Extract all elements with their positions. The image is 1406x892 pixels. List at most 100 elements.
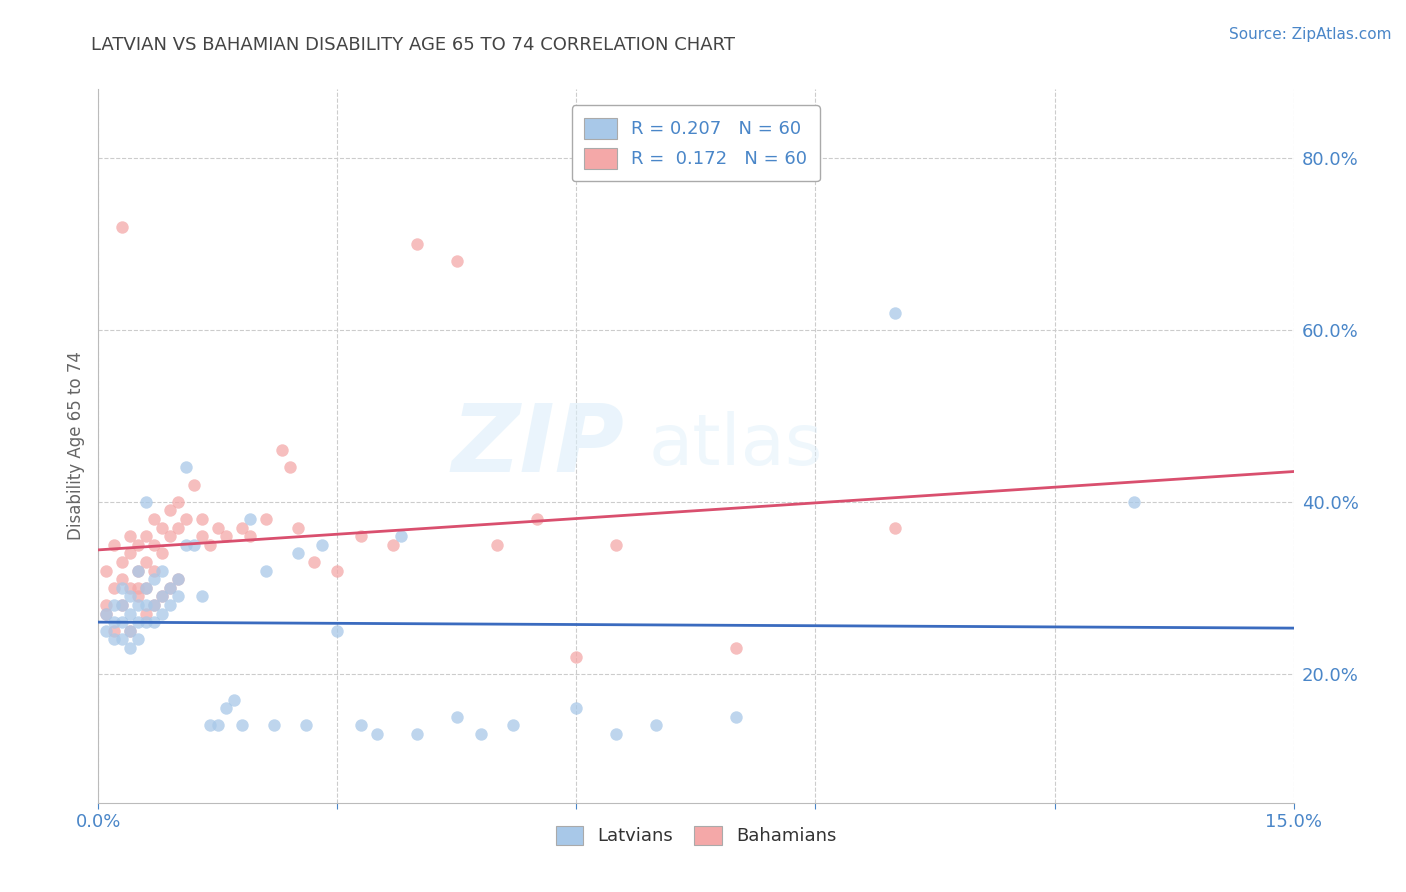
Point [254,564,277,578]
Point [174,460,197,475]
Point [382,538,405,552]
Point [111,632,134,647]
Point [191,590,214,604]
Point [150,521,173,535]
Point [167,572,190,586]
Point [263,718,285,732]
Point [159,529,181,543]
Point [96,598,118,612]
Point [446,254,468,268]
Point [239,529,262,543]
Point [526,512,548,526]
Point [150,590,173,604]
Point [143,572,166,586]
Y-axis label: Disability Age 65 to 74: Disability Age 65 to 74 [66,351,84,541]
Point [198,538,221,552]
Point [135,607,157,621]
Point [215,701,238,715]
Point [1123,495,1146,509]
Point [143,615,166,630]
Point [294,718,316,732]
Point [120,590,142,604]
Point [565,701,588,715]
Point [127,538,149,552]
Point [167,521,190,535]
Text: Source: ZipAtlas.com: Source: ZipAtlas.com [1229,27,1392,42]
Point [231,718,253,732]
Point [111,219,134,234]
Point [120,546,142,560]
Point [103,598,125,612]
Point [127,564,149,578]
Point [127,581,149,595]
Point [143,564,166,578]
Point [884,306,907,320]
Point [350,718,373,732]
Point [103,624,125,638]
Point [645,718,668,732]
Point [135,581,157,595]
Point [406,727,429,741]
Point [111,598,134,612]
Point [103,581,125,595]
Point [191,512,214,526]
Point [446,710,468,724]
Text: LATVIAN VS BAHAMIAN DISABILITY AGE 65 TO 74 CORRELATION CHART: LATVIAN VS BAHAMIAN DISABILITY AGE 65 TO… [91,36,735,54]
Point [135,581,157,595]
Point [406,236,429,251]
Point [350,529,373,543]
Point [174,512,197,526]
Point [135,529,157,543]
Legend: Latvians, Bahamians: Latvians, Bahamians [547,817,845,855]
Text: atlas: atlas [648,411,823,481]
Point [565,649,588,664]
Point [120,641,142,656]
Point [485,538,508,552]
Point [254,512,277,526]
Point [159,581,181,595]
Point [111,555,134,569]
Point [127,564,149,578]
Point [287,546,309,560]
Point [127,632,149,647]
Point [326,564,349,578]
Point [135,598,157,612]
Point [96,624,118,638]
Point [502,718,524,732]
Point [311,538,333,552]
Point [143,598,166,612]
Point [96,607,118,621]
Point [127,598,149,612]
Point [724,710,747,724]
Point [120,624,142,638]
Point [96,607,118,621]
Point [159,598,181,612]
Point [326,624,349,638]
Point [111,581,134,595]
Point [470,727,492,741]
Point [231,521,253,535]
Point [127,615,149,630]
Point [120,607,142,621]
Point [135,555,157,569]
Point [215,529,238,543]
Point [278,460,301,475]
Point [183,477,205,491]
Point [389,529,412,543]
Point [222,692,245,706]
Point [191,529,214,543]
Point [198,718,221,732]
Point [884,521,907,535]
Point [120,624,142,638]
Point [207,718,229,732]
Point [724,641,747,656]
Point [605,727,627,741]
Point [167,495,190,509]
Point [143,538,166,552]
Point [143,512,166,526]
Point [167,590,190,604]
Point [302,555,325,569]
Point [143,598,166,612]
Point [135,495,157,509]
Point [96,564,118,578]
